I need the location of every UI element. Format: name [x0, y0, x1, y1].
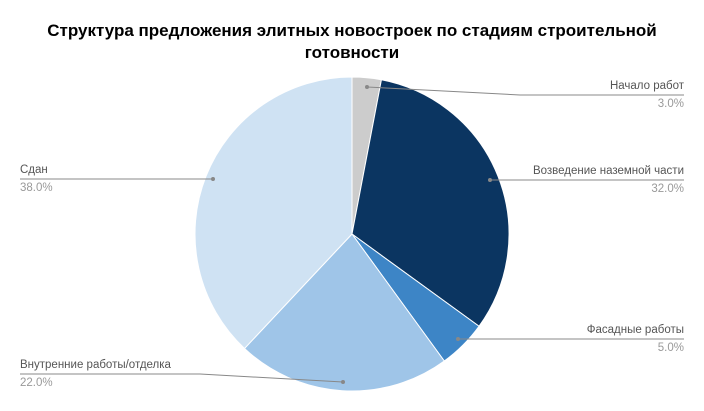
- leader-dot: [456, 337, 460, 341]
- slice-label: Внутренние работы/отделка: [20, 359, 172, 371]
- leader-dot: [211, 177, 215, 181]
- slice-value-label: 38.0%: [20, 182, 53, 194]
- leader-line: [366, 86, 684, 96]
- leader-line: [20, 373, 344, 383]
- chart-title: Структура предложения элитных новостроек…: [47, 21, 657, 62]
- leader-dot: [341, 380, 345, 384]
- slice-value-label: 32.0%: [651, 183, 684, 195]
- slice-value-label: 3.0%: [658, 98, 684, 110]
- leader-dot: [365, 85, 369, 89]
- pie-slice: [194, 76, 353, 350]
- slice-value-label: 22.0%: [20, 377, 53, 389]
- slice-label: Начало работ: [610, 80, 685, 92]
- slice-label: Возведение наземной части: [533, 165, 684, 177]
- slice-value-label: 5.0%: [658, 342, 684, 354]
- pie-slice: [243, 233, 445, 392]
- slice-label: Сдан: [20, 164, 48, 176]
- pie-slice: [351, 79, 510, 327]
- leader-dot: [488, 178, 492, 182]
- slice-label: Фасадные работы: [587, 324, 684, 336]
